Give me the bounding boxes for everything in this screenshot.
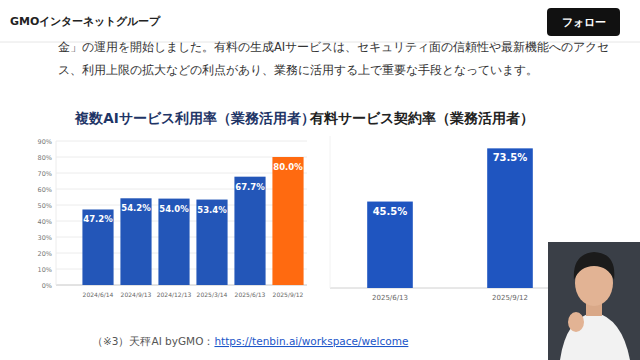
bar (272, 157, 303, 285)
data-label: 47.2% (83, 214, 113, 224)
follow-button[interactable] (547, 8, 620, 36)
y-tick-label: 90% (38, 138, 52, 146)
x-tick-label: 2025/9/12 (492, 294, 528, 302)
y-tick-label: 40% (38, 218, 52, 226)
chart-title: 複数AIサービス利用率（業務活用者） (74, 110, 314, 126)
y-tick-label: 10% (38, 266, 52, 274)
footnote-link[interactable]: https://tenbin.ai/workspace/welcome (214, 335, 408, 347)
y-tick-label: 60% (38, 186, 52, 194)
x-tick-label: 2024/6/14 (83, 291, 114, 298)
y-tick-label: 0% (42, 282, 52, 290)
bar (367, 202, 413, 288)
data-label: 54.2% (121, 203, 151, 213)
x-tick-label: 2025/6/13 (372, 294, 408, 302)
x-tick-label: 2025/3/14 (197, 291, 228, 298)
x-tick-label: 2025/6/13 (235, 291, 266, 298)
bar (120, 198, 151, 285)
bar (487, 148, 533, 288)
presenter-background (548, 242, 640, 360)
data-label: 73.5% (493, 152, 528, 163)
y-tick-label: 20% (38, 250, 52, 258)
data-label: 45.5% (373, 206, 408, 217)
x-tick-label: 2024/12/13 (157, 291, 192, 298)
bar (158, 199, 189, 285)
bar (82, 209, 113, 285)
page: GMOインターネットグループ フォロー金」の運用を開始しました。有料の生成AIサー… (0, 0, 640, 360)
bars (82, 157, 303, 285)
grid-line (56, 157, 307, 158)
chart: 複数AIサービス利用率（業務活用者） 0% 10% 20% 30% 40% 50% 60% 70… (38, 110, 315, 298)
bars (367, 148, 533, 288)
data-label: 67.7% (235, 182, 265, 192)
grid-line (56, 173, 307, 174)
presenter (548, 242, 640, 360)
y-axis-line (56, 141, 57, 285)
presenter-hand (568, 312, 584, 332)
data-label: 53.4% (197, 205, 227, 215)
chart: 有料サービス契約率（業務活用者） 45.5% 73.5% 2025/6/13 2025/… (309, 110, 570, 302)
chart-title: 有料サービス契約率（業務活用者） (309, 110, 534, 126)
background (0, 0, 640, 360)
brand: GMOインターネットグループ (10, 15, 161, 28)
data-label: 54.0% (159, 204, 189, 214)
y-tick-label: 80% (38, 154, 52, 162)
x-tick-label: 2024/9/13 (121, 291, 152, 298)
y-axis-line (330, 136, 331, 288)
footnote: （※3）天秤AI byGMO：https://tenbin.ai/workspa… (92, 335, 408, 347)
grid-line (56, 141, 307, 142)
bar (196, 200, 227, 285)
data-label: 80.0% (273, 162, 303, 172)
follow-label: フォロー (562, 16, 606, 29)
x-tick-label: 2025/9/12 (273, 291, 304, 298)
y-tick-label: 70% (38, 170, 52, 178)
paragraph-line: ス、利用上限の拡大などの利点があり、業務に活用する上で重要な手段となっています。 (58, 63, 538, 77)
presenter-shirt (560, 312, 630, 360)
y-tick-label: 30% (38, 234, 52, 242)
grid-line (56, 189, 307, 190)
y-tick-label: 50% (38, 202, 52, 210)
header-bar (0, 0, 640, 42)
footnote-text: （※3）天秤AI byGMO： (92, 335, 214, 347)
bar (234, 177, 265, 285)
paragraph-line: 金」の運用を開始しました。有料の生成AIサービスは、セキュリティ面の信頼性や最新… (58, 40, 609, 54)
presenter-hair (574, 252, 615, 280)
x-axis-line (330, 288, 570, 289)
